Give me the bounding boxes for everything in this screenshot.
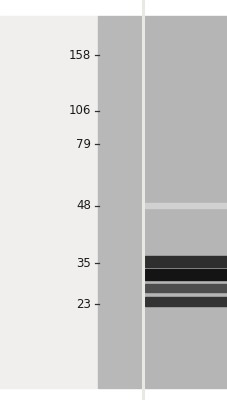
- Bar: [144, 268, 226, 280]
- Text: 106: 106: [69, 104, 91, 117]
- Bar: [0, 16, 98, 388]
- Text: 35: 35: [76, 257, 91, 270]
- Text: 48: 48: [76, 199, 91, 212]
- Bar: [144, 204, 226, 208]
- Bar: [144, 297, 226, 306]
- Bar: [144, 16, 226, 388]
- Text: 79: 79: [76, 138, 91, 151]
- Bar: [144, 256, 226, 267]
- Text: 158: 158: [69, 48, 91, 62]
- Bar: [98, 16, 141, 388]
- Text: 23: 23: [76, 298, 91, 311]
- Bar: [144, 284, 226, 292]
